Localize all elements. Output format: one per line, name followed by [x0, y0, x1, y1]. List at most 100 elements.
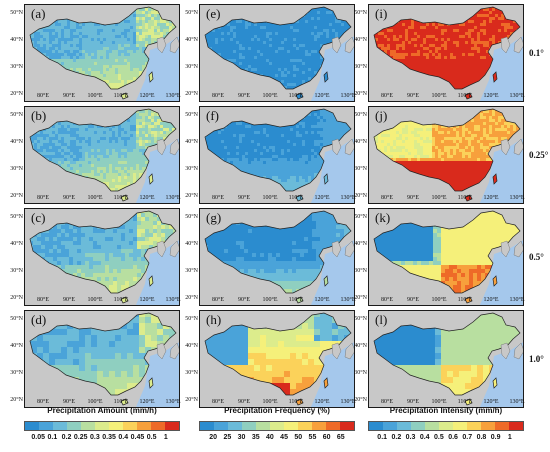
neighbor-outline: [513, 342, 523, 360]
lon-tick-label: 100°E: [431, 297, 447, 303]
colorbar-swatch: [242, 422, 256, 430]
colorbar-tick-label: 30: [237, 434, 246, 441]
lon-tick-label: 120°E: [139, 399, 155, 405]
lat-tick-label: 30°N: [10, 166, 23, 172]
lat-tick-label: 30°N: [10, 268, 23, 274]
lon-tick-label: 100°E: [262, 297, 278, 303]
island-outline: [120, 92, 129, 100]
lon-tick-label: 90°E: [406, 195, 420, 201]
island-outline: [323, 173, 329, 185]
lon-tick-label: 80°E: [211, 195, 225, 201]
lon-tick-label: 130°E: [509, 399, 525, 405]
lon-tick-label: 90°E: [62, 93, 76, 99]
lon-tick-label: 80°E: [380, 93, 394, 99]
lon-tick-label: 80°E: [380, 399, 394, 405]
neighbor-outline: [156, 138, 167, 156]
map-svg: [25, 107, 179, 203]
lat-tick-label: 30°N: [185, 268, 198, 274]
map-panel-h: (h): [199, 310, 355, 408]
colorbar-swatch: [383, 422, 397, 430]
lat-tick-label: 50°N: [10, 112, 23, 118]
island-outline: [492, 377, 498, 389]
lon-tick-label: 110°E: [113, 93, 129, 99]
china-outline: [204, 312, 352, 396]
china-outline: [29, 210, 177, 294]
lat-tick-label: 50°N: [185, 214, 198, 220]
lat-tick-label: 40°N: [354, 241, 367, 247]
china-outline: [29, 312, 177, 396]
lon-tick-label: 90°E: [62, 399, 76, 405]
colorbar-swatch: [453, 422, 467, 430]
map-panel-j: (j): [368, 106, 524, 204]
colorbar-swatch: [53, 422, 67, 430]
map-panel-e: (e): [199, 4, 355, 102]
map-panel-d: (d): [24, 310, 180, 408]
colorbar-tick-label: 0.5: [146, 434, 157, 441]
china-outline: [373, 312, 521, 396]
neighbor-outline: [331, 36, 342, 54]
lon-tick-label: 110°E: [457, 399, 473, 405]
colorbar-tick-label: 65: [336, 434, 345, 441]
colorbar-tick-label: 45: [280, 434, 288, 441]
panel-label: (d): [31, 312, 47, 327]
lon-tick-label: 100°E: [262, 195, 278, 201]
neighbor-outline: [500, 36, 511, 54]
lat-tick-label: 20°N: [10, 91, 23, 97]
lat-tick-label: 30°N: [10, 370, 23, 376]
colorbar-tick-label: 0.25: [73, 434, 88, 441]
colorbar-swatch: [495, 422, 509, 430]
lon-tick-label: 90°E: [406, 297, 420, 303]
map-svg: [25, 209, 179, 305]
lon-tick-label: 130°E: [165, 399, 181, 405]
panel-label: (i): [375, 6, 388, 21]
lon-tick-label: 100°E: [431, 93, 447, 99]
lat-tick-label: 40°N: [185, 37, 198, 43]
lat-tick-label: 50°N: [10, 214, 23, 220]
neighbor-outline: [344, 36, 354, 54]
island-outline: [295, 194, 304, 202]
colorbar-swatch: [439, 422, 453, 430]
map-panel-f: (f): [199, 106, 355, 204]
neighbor-outline: [169, 138, 179, 156]
china-outline: [29, 6, 177, 90]
neighbor-outline: [513, 36, 523, 54]
lon-tick-label: 100°E: [87, 297, 103, 303]
lon-tick-label: 120°E: [483, 195, 499, 201]
panel-label: (b): [31, 108, 47, 123]
colorbar-tick-label: 0.6: [448, 434, 458, 441]
lat-tick-label: 50°N: [185, 112, 198, 118]
colorbar-tick-label: 0.4: [118, 434, 129, 441]
colorbar-swatch: [214, 422, 228, 430]
island-outline: [295, 92, 304, 100]
neighbor-outline: [331, 240, 342, 258]
lon-tick-label: 80°E: [380, 195, 394, 201]
map-svg: [200, 209, 354, 305]
lat-tick-label: 20°N: [185, 397, 198, 403]
lon-tick-label: 80°E: [211, 93, 225, 99]
lat-tick-label: 40°N: [185, 241, 198, 247]
colorbar-tick-label: 60: [322, 434, 331, 441]
lat-tick-label: 30°N: [185, 166, 198, 172]
colorbar-swatch: [326, 422, 340, 430]
lat-tick-label: 50°N: [10, 10, 23, 16]
colorbar-tick-label: 0.1: [47, 434, 58, 441]
lat-tick-label: 30°N: [185, 64, 198, 70]
lon-tick-label: 80°E: [36, 399, 50, 405]
colorbar-tick-label: 50: [294, 434, 303, 441]
lon-tick-label: 120°E: [139, 93, 155, 99]
colorbar-tick-label: 0.3: [90, 434, 100, 441]
china-outline: [373, 108, 521, 192]
map-svg: [25, 311, 179, 407]
island-outline: [148, 71, 154, 83]
lat-tick-label: 40°N: [10, 139, 23, 145]
lat-tick-label: 20°N: [354, 193, 367, 199]
neighbor-outline: [169, 342, 179, 360]
colorbar-swatch: [397, 422, 411, 430]
lon-tick-label: 100°E: [262, 93, 278, 99]
lon-tick-label: 120°E: [483, 93, 499, 99]
lon-tick-label: 130°E: [509, 93, 525, 99]
map-svg: [369, 311, 523, 407]
lon-tick-label: 110°E: [457, 195, 473, 201]
colorbar-swatch: [411, 422, 425, 430]
island-outline: [120, 398, 129, 406]
